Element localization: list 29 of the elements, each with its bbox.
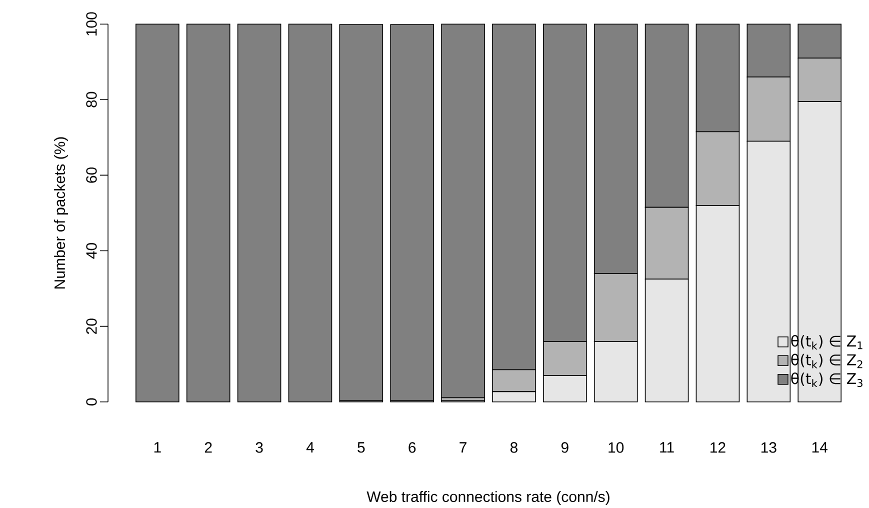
y-tick-label: 20 xyxy=(86,318,97,334)
x-tick-label: 11 xyxy=(660,442,674,453)
x-tick-label: 10 xyxy=(608,442,624,453)
y-tick-label: 80 xyxy=(86,92,97,108)
x-tick-label: 8 xyxy=(510,442,518,453)
y-axis-title: Number of packets (%) xyxy=(54,137,68,288)
bar xyxy=(136,24,180,402)
bar xyxy=(237,24,282,402)
bar xyxy=(288,24,332,402)
bar xyxy=(186,24,230,402)
x-tick-label: 12 xyxy=(710,442,726,453)
x-tick-label: 6 xyxy=(408,442,416,453)
x-tick-label: 13 xyxy=(761,442,776,453)
x-tick-label: 1 xyxy=(154,442,161,453)
x-tick-label: 14 xyxy=(812,442,828,453)
y-tick-label: 60 xyxy=(86,167,97,183)
bar xyxy=(339,24,384,402)
x-tick-label: 9 xyxy=(561,442,568,453)
y-tick-label: 100 xyxy=(86,12,97,36)
bar xyxy=(441,24,485,398)
x-tick-label: 7 xyxy=(460,442,466,453)
x-tick-label: 2 xyxy=(204,442,212,453)
bar xyxy=(390,24,434,402)
x-tick-label: 3 xyxy=(256,442,263,453)
x-axis-title: Web traffic connections rate (conn/s) xyxy=(366,491,610,505)
y-tick-label: 0 xyxy=(86,398,97,406)
x-tick-label: 5 xyxy=(358,442,365,453)
y-tick-label: 40 xyxy=(86,243,97,259)
x-tick-label: 4 xyxy=(306,442,314,453)
